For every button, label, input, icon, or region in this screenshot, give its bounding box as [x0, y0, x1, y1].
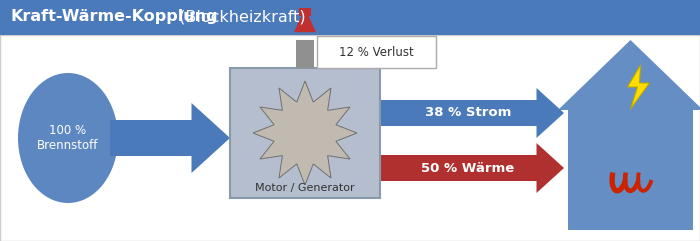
Text: 12 % Verlust: 12 % Verlust [339, 46, 414, 59]
Text: Kraft-Wärme-Kopplung: Kraft-Wärme-Kopplung [10, 9, 218, 25]
Ellipse shape [18, 73, 118, 203]
Text: (Blockheizkraft): (Blockheizkraft) [174, 9, 306, 25]
Text: 100 %
Brennstoff: 100 % Brennstoff [37, 124, 99, 152]
Polygon shape [558, 40, 700, 110]
Bar [230, 68, 380, 198]
Bar [381, 100, 536, 126]
Bar [296, 40, 314, 68]
Polygon shape [253, 81, 357, 185]
FancyBboxPatch shape [317, 36, 436, 68]
Bar [381, 155, 536, 181]
Bar [0, 0, 700, 35]
Polygon shape [536, 143, 564, 193]
Text: 50 % Wärme: 50 % Wärme [421, 161, 514, 174]
Bar [568, 110, 693, 230]
Bar [299, 8, 311, 16]
Polygon shape [627, 65, 650, 109]
Polygon shape [294, 8, 316, 32]
Polygon shape [536, 88, 564, 138]
Bar [0, 35, 700, 241]
Polygon shape [192, 103, 230, 173]
Text: Motor / Generator: Motor / Generator [256, 183, 355, 193]
Bar [110, 120, 192, 156]
Text: 38 % Strom: 38 % Strom [425, 107, 511, 120]
